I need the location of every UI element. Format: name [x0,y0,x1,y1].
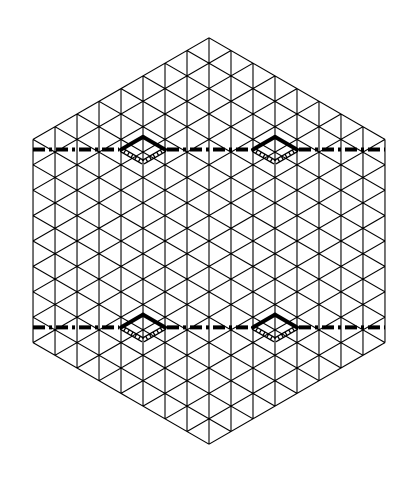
lattice-diagonal-line [32,291,254,420]
diamond-hatch-tick [266,155,270,161]
diamond-upper-edge [141,134,168,152]
diamond-hatch-tick [126,329,130,334]
lattice-diagonal-line [32,215,320,382]
diamond-hatch-tick [277,158,281,163]
highlight-marks [33,134,385,343]
lattice-diagonal-line [32,50,232,166]
diamond-hatch-tick [145,158,149,163]
diamond-upper-edge [272,312,299,330]
diamond-hatch-tick [152,153,156,158]
diamond-hatch-tick [284,153,288,158]
lattice-lines [32,37,386,445]
diamond-hatch-tick [255,327,259,332]
lattice-diagonal-line [186,50,386,166]
diamond-hatch-tick [134,333,138,338]
diamond-hatch-tick [148,155,152,161]
diamond-hatch-tick [255,149,259,154]
lattice-diagonal-line [32,164,364,356]
diamond-hatch-tick [123,149,127,154]
diamond-hatch-tick [130,331,134,336]
diamond-upper-edge [119,312,146,330]
lattice-diagonal-line [208,342,386,445]
diamond-hatch-tick [137,158,141,163]
diamond-hatch-tick [280,333,284,338]
diamond-hatch-tick [291,327,295,332]
lattice-diagonal-line [164,291,386,420]
diamond-hatch-tick [137,335,141,341]
lattice-diagonal-line [54,164,386,356]
lattice-diagonal-line [32,342,210,445]
lattice-diagonal-line [32,126,364,318]
lattice-diagonal-line [32,189,342,369]
diamond-hatch-tick [159,327,163,332]
diamond-hatch-tick [284,331,288,336]
diamond-hatch-tick [148,333,152,338]
lattice-diagonal-line [76,189,386,369]
lattice-diagonal-line [98,215,386,382]
diamond-upper-edge [141,312,168,330]
diamond-upper-edge [250,312,277,330]
diamond-hatch-tick [258,151,262,156]
diamond-hatch-tick [262,153,266,158]
diamond-hatch-tick [291,149,295,154]
diamond-hatch-tick [280,155,284,161]
lattice-diagonal-line [32,138,386,344]
diamond-hatch-tick [277,335,281,341]
diamond-hatch-tick [288,151,292,156]
lattice-diagonal-line [142,75,386,217]
diamond-hatch-tick [269,158,273,163]
lattice-diagonal-line [54,126,386,318]
diamond-hatch-tick [126,151,130,156]
diamond-upper-edge [272,134,299,152]
diamond-hatch-tick [269,335,273,341]
diamond-hatch-tick [156,151,160,156]
lattice-diagonal-line [32,75,276,217]
diamond-hatch-tick [152,331,156,336]
diamond-hatch-tick [266,333,270,338]
diamond-upper-edge [250,134,277,152]
lattice-diagonal-line [32,100,320,267]
diamond-hatch-tick [145,335,149,341]
diamond-hatch-tick [134,155,138,161]
diamond-hatch-tick [288,329,292,334]
diamond-hatch-tick [258,329,262,334]
diamond-hatch-tick [123,327,127,332]
diamond-hatch-tick [130,153,134,158]
diamond-hatch-tick [156,329,160,334]
diamond-upper-edge [119,134,146,152]
lattice-diagonal-line [98,100,386,267]
diamond-hatch-tick [159,149,163,154]
diamond-hatch-tick [262,331,266,336]
lattice-diagonal-line [32,316,232,432]
lattice-diagonal-line [186,316,386,432]
